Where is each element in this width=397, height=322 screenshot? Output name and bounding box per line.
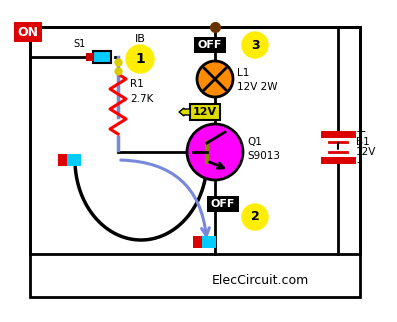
Circle shape bbox=[242, 204, 268, 230]
FancyArrow shape bbox=[179, 108, 190, 116]
Circle shape bbox=[197, 61, 233, 97]
Text: S1: S1 bbox=[74, 39, 86, 49]
Bar bbox=[30, 27, 360, 297]
Text: L1: L1 bbox=[237, 68, 249, 78]
Text: 12V: 12V bbox=[193, 107, 217, 117]
Text: OFF: OFF bbox=[198, 40, 222, 50]
Bar bbox=[93, 51, 111, 63]
Text: B1: B1 bbox=[356, 137, 370, 147]
Bar bbox=[86, 53, 94, 61]
Text: 12V: 12V bbox=[356, 147, 376, 157]
Circle shape bbox=[187, 124, 243, 180]
Text: 3: 3 bbox=[251, 39, 259, 52]
Text: S9013: S9013 bbox=[247, 151, 280, 161]
Text: +: + bbox=[356, 125, 366, 137]
Bar bbox=[67, 154, 81, 166]
FancyArrowPatch shape bbox=[121, 160, 209, 236]
Text: ElecCircuit.com: ElecCircuit.com bbox=[211, 273, 308, 287]
Bar bbox=[193, 236, 202, 248]
Text: 12V 2W: 12V 2W bbox=[237, 82, 278, 92]
Text: 2: 2 bbox=[251, 211, 259, 223]
Circle shape bbox=[126, 45, 154, 73]
Text: OFF: OFF bbox=[211, 199, 235, 209]
Text: Q1: Q1 bbox=[247, 137, 262, 147]
Bar bbox=[202, 236, 216, 248]
Text: -: - bbox=[356, 156, 360, 169]
Circle shape bbox=[242, 32, 268, 58]
Text: R1: R1 bbox=[130, 79, 144, 89]
Text: 2.7K: 2.7K bbox=[130, 94, 153, 104]
Text: ON: ON bbox=[17, 25, 39, 39]
Bar bbox=[58, 154, 67, 166]
Text: 1: 1 bbox=[135, 52, 145, 66]
Text: IB: IB bbox=[135, 34, 146, 44]
